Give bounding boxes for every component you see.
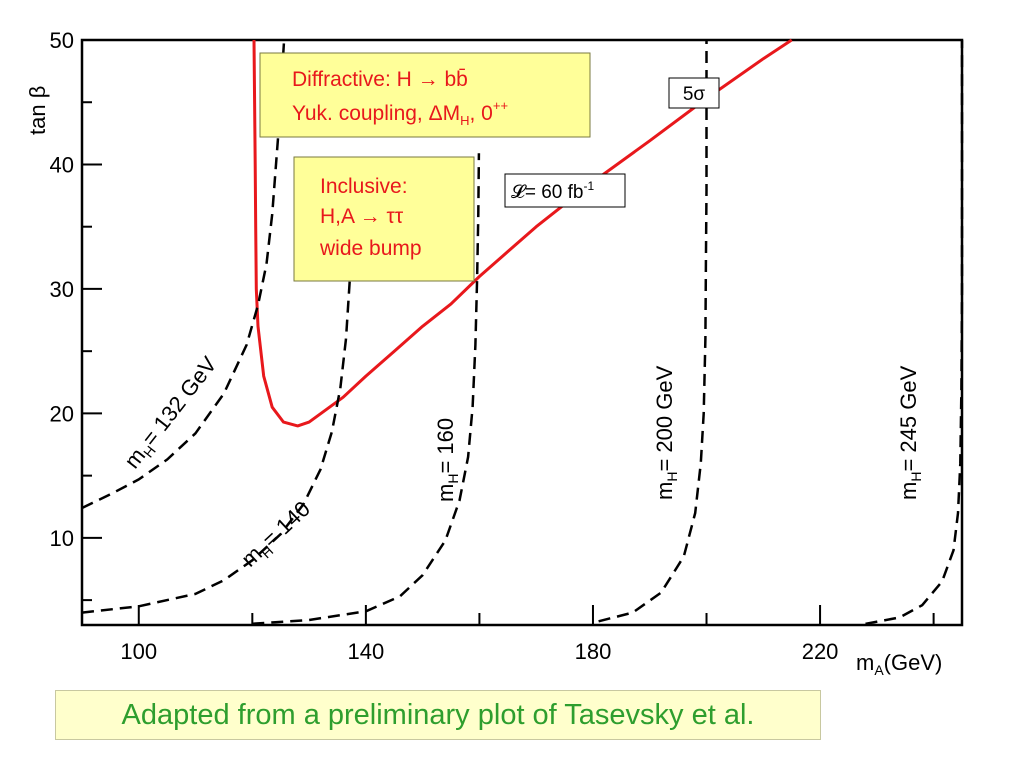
x-tick-label: 140 bbox=[348, 639, 385, 664]
x-tick-label: 100 bbox=[120, 639, 157, 664]
luminosity-label: 𝓛= 60 fb-1 bbox=[504, 173, 626, 208]
svg-text:5σ: 5σ bbox=[683, 84, 706, 105]
inclusive-line2: H,A → ττ bbox=[320, 205, 404, 228]
y-tick-label: 30 bbox=[50, 277, 74, 302]
inclusive-line1: Inclusive: bbox=[320, 175, 408, 198]
diffractive-annotation: Diffractive: H → bb̄ Yuk. coupling, ΔMH,… bbox=[259, 52, 591, 138]
svg-text:𝓛= 60 fb-1: 𝓛= 60 fb-1 bbox=[511, 179, 594, 203]
sigma-label: 5σ bbox=[668, 77, 720, 109]
label-mh140: mH= 140 bbox=[236, 496, 317, 574]
caption-box: Adapted from a preliminary plot of Tasev… bbox=[55, 690, 821, 740]
inclusive-line3: wide bump bbox=[319, 237, 422, 260]
y-tick-label: 40 bbox=[50, 152, 74, 177]
y-tick-label: 10 bbox=[50, 526, 74, 551]
x-tick-label: 180 bbox=[575, 639, 612, 664]
diffractive-line2: Yuk. coupling, ΔMH, 0++ bbox=[292, 98, 508, 128]
label-mh245: mH= 245 GeV bbox=[896, 365, 924, 500]
caption-text: Adapted from a preliminary plot of Tasev… bbox=[121, 698, 755, 731]
label-mh200: mH= 200 GeV bbox=[652, 365, 680, 500]
x-tick-label: 220 bbox=[802, 639, 839, 664]
series-m-h-245-gev bbox=[865, 40, 964, 626]
inclusive-annotation: Inclusive: H,A → ττ wide bump bbox=[293, 156, 475, 282]
y-axis-label: tan β bbox=[25, 86, 50, 135]
diffractive-line1: Diffractive: H → bb̄ bbox=[292, 68, 468, 91]
y-tick-label: 50 bbox=[50, 28, 74, 53]
series-m-h-140 bbox=[81, 166, 356, 614]
x-axis-label: mA(GeV) bbox=[856, 650, 942, 678]
series-m-h-200-gev bbox=[598, 40, 708, 623]
y-tick-label: 20 bbox=[50, 401, 74, 426]
series-m-h-132-gev bbox=[81, 39, 286, 510]
label-mh160: mH= 160 bbox=[433, 418, 461, 502]
